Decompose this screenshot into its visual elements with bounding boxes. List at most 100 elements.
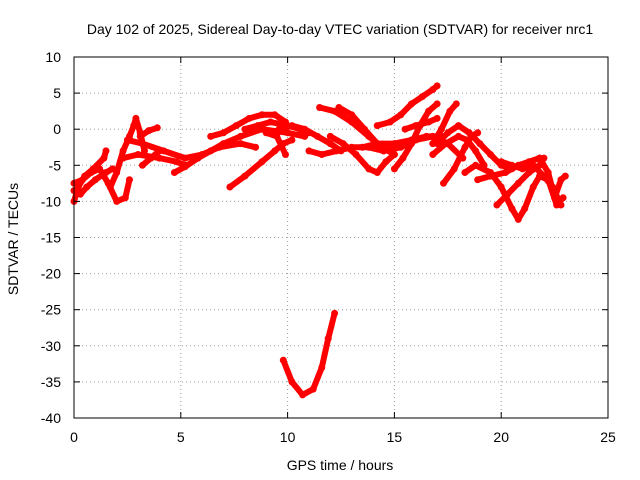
data-point	[557, 201, 565, 209]
data-point	[333, 147, 341, 155]
data-point	[305, 147, 313, 155]
data-point	[433, 82, 441, 90]
data-point	[316, 104, 324, 111]
data-point	[408, 140, 415, 148]
data-point	[113, 169, 121, 176]
data-point	[514, 179, 522, 187]
data-point	[237, 140, 245, 148]
data-point	[91, 176, 99, 184]
data-point	[519, 165, 527, 173]
data-point	[121, 194, 129, 202]
data-point	[461, 143, 469, 151]
data-point	[237, 132, 245, 140]
data-point	[508, 205, 516, 213]
data-point	[536, 154, 544, 162]
data-point	[194, 154, 202, 162]
x-tick-label: 10	[280, 429, 296, 445]
data-point	[119, 147, 127, 155]
data-point	[138, 161, 146, 169]
data-point	[450, 165, 458, 173]
chart-title: Day 102 of 2025, Sidereal Day-to-day VTE…	[87, 21, 593, 37]
data-point	[433, 100, 441, 108]
data-point	[271, 147, 279, 155]
data-point	[442, 140, 450, 148]
data-point	[155, 154, 163, 162]
y-tick-label: -5	[49, 157, 62, 173]
data-point	[153, 124, 161, 132]
data-point	[497, 183, 505, 191]
data-point	[241, 172, 249, 180]
data-point	[267, 118, 274, 126]
data-point	[87, 169, 95, 176]
data-point	[446, 107, 454, 115]
data-point	[529, 161, 537, 169]
data-point	[474, 129, 482, 137]
data-point	[130, 122, 138, 130]
y-tick-label: -35	[41, 374, 61, 390]
data-point	[502, 169, 509, 176]
data-point	[561, 172, 569, 180]
data-point	[452, 100, 460, 108]
data-point	[497, 158, 505, 166]
data-point	[288, 378, 296, 386]
data-point	[455, 122, 462, 130]
data-point	[318, 364, 326, 371]
data-point	[514, 215, 522, 223]
data-point	[76, 190, 84, 198]
data-point	[314, 132, 321, 140]
data-point	[271, 111, 279, 119]
data-point	[425, 118, 433, 126]
data-point	[397, 111, 405, 119]
y-tick-label: 10	[45, 49, 61, 65]
data-point	[487, 172, 494, 180]
data-point	[525, 169, 533, 176]
data-point	[425, 107, 433, 115]
data-point	[252, 143, 260, 151]
data-point	[119, 154, 127, 162]
data-point	[123, 136, 131, 144]
y-tick-label: -25	[41, 302, 61, 318]
data-point	[134, 151, 142, 158]
data-point	[220, 129, 227, 137]
data-point	[326, 132, 334, 140]
data-point	[358, 143, 366, 151]
y-tick-label: -40	[41, 410, 61, 426]
data-point	[544, 169, 552, 176]
data-point	[386, 118, 394, 126]
y-tick-label: -30	[41, 338, 61, 354]
data-point	[79, 176, 86, 184]
data-point	[365, 165, 373, 173]
y-tick-label: -10	[41, 193, 61, 209]
data-point	[399, 154, 407, 162]
data-point	[352, 151, 360, 158]
data-point	[258, 111, 266, 119]
data-point	[487, 151, 494, 158]
data-point	[279, 356, 287, 364]
data-point	[444, 129, 452, 137]
data-point	[288, 136, 296, 144]
data-point	[96, 165, 104, 173]
data-point	[220, 140, 227, 148]
data-point	[83, 183, 91, 191]
data-point	[504, 190, 512, 198]
data-point	[339, 140, 347, 148]
data-point	[401, 125, 409, 133]
data-point	[521, 205, 529, 213]
y-tick-label: 5	[53, 85, 61, 101]
data-point	[437, 125, 445, 133]
data-point	[126, 176, 133, 184]
data-point	[106, 183, 114, 191]
data-point	[440, 179, 447, 187]
data-point	[397, 143, 405, 151]
data-point	[382, 158, 390, 166]
data-point	[173, 158, 180, 166]
data-point	[102, 147, 110, 155]
data-point	[433, 114, 441, 122]
data-point	[288, 122, 296, 130]
data-point	[373, 140, 381, 148]
x-tick-label: 25	[600, 429, 616, 445]
data-point	[226, 183, 234, 191]
y-tick-label: -15	[41, 230, 61, 246]
